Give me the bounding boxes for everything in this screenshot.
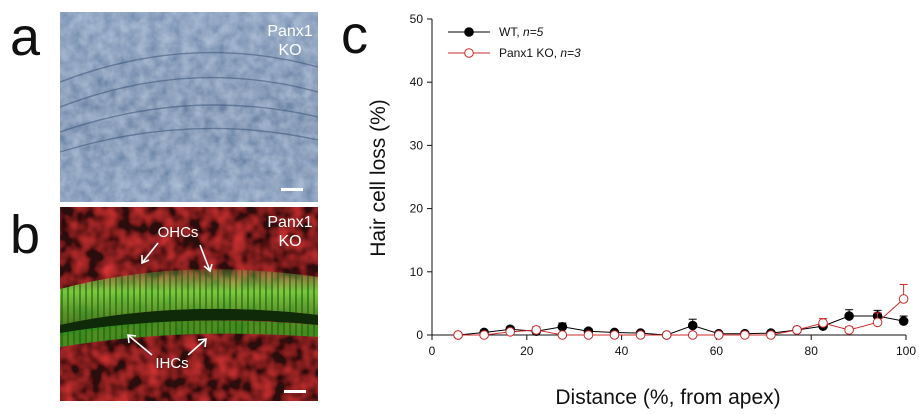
data-point <box>766 330 776 340</box>
y-tick-label: 40 <box>410 75 424 89</box>
data-point <box>661 330 672 340</box>
ihc-label: IHCs <box>155 355 188 372</box>
panel-b-label-line2: KO <box>278 233 301 250</box>
fluorescence-micrograph: Panx1 KO OHCs IHCs <box>60 207 318 401</box>
data-point <box>583 330 594 340</box>
y-tick-label: 30 <box>410 138 424 152</box>
panel-a-label-line2: KO <box>278 42 301 59</box>
chart-legend: WT, n=5 Panx1 KO, n=3 <box>448 25 581 60</box>
data-point <box>557 321 568 332</box>
legend-label: WT, n=5 <box>499 25 544 39</box>
legend-label: Panx1 KO, n=3 <box>499 46 581 60</box>
brightfield-micrograph: Panx1 KO <box>60 12 318 202</box>
x-tick-label: 100 <box>896 344 916 358</box>
x-tick-label: 60 <box>710 344 724 358</box>
data-point <box>844 325 854 335</box>
legend-marker <box>464 27 474 37</box>
x-tick-label: 0 <box>429 344 436 358</box>
series-line <box>458 315 904 336</box>
x-tick-label: 80 <box>805 344 819 358</box>
data-point <box>792 325 802 335</box>
data-point <box>453 330 463 340</box>
y-tick-label: 20 <box>410 202 424 216</box>
y-tick-label: 50 <box>410 12 424 26</box>
data-point <box>609 330 620 340</box>
data-point <box>557 330 568 340</box>
panel-a-letter: a <box>10 7 41 67</box>
x-tick-label: 40 <box>615 344 629 358</box>
data-point <box>818 318 828 328</box>
legend-marker <box>464 48 474 58</box>
data-point <box>687 320 698 331</box>
series-ko <box>453 283 909 340</box>
data-point <box>635 330 646 340</box>
data-point <box>505 327 516 337</box>
x-tick-label: 20 <box>520 344 534 358</box>
data-point <box>872 317 883 328</box>
panel-c-letter: c <box>341 5 368 65</box>
scale-bar <box>281 188 303 191</box>
ohc-label: OHCs <box>158 224 199 241</box>
panel-b-letter: b <box>10 205 41 265</box>
ihc-arrows <box>127 334 207 356</box>
data-point <box>531 325 542 335</box>
panel-a-label-line1: Panx1 <box>267 23 312 40</box>
scale-bar <box>284 390 306 393</box>
data-point <box>687 330 698 340</box>
data-point <box>740 330 750 340</box>
y-tick-label: 10 <box>410 265 424 279</box>
y-axis-label: Hair cell loss (%) <box>367 99 390 257</box>
x-axis-label: Distance (%, from apex) <box>555 386 780 409</box>
ohc-arrows <box>141 242 213 273</box>
data-point <box>713 330 724 340</box>
data-point <box>844 311 854 321</box>
panel-b-label-line1: Panx1 <box>267 214 312 231</box>
y-tick-label: 0 <box>416 328 423 342</box>
data-point <box>898 294 909 304</box>
data-point <box>898 316 909 326</box>
data-point <box>479 330 489 340</box>
